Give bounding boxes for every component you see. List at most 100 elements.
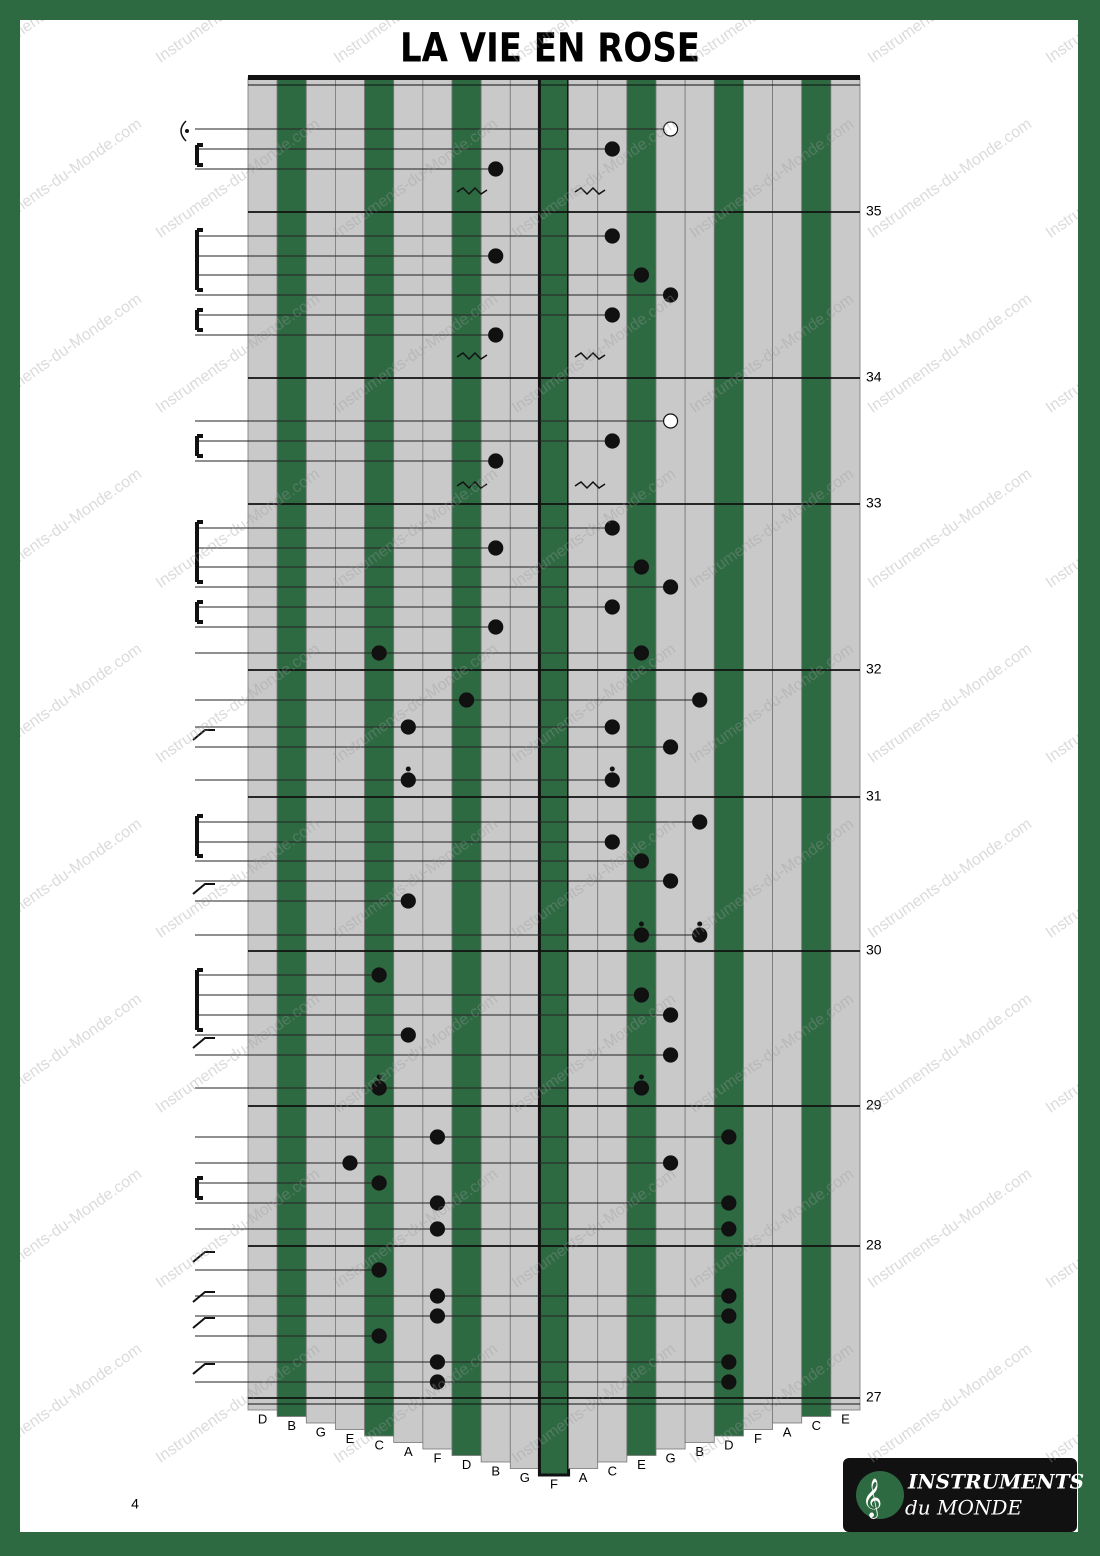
note-dot [376,1074,382,1080]
key-label: E [637,1457,646,1472]
key-label: B [287,1418,296,1433]
note-dot [638,1074,644,1080]
logo-clef: 𝄞 [862,1478,882,1519]
note [721,1288,737,1304]
tine [480,77,511,1463]
rhythm-bracket [195,968,203,1032]
tine [801,77,832,1417]
key-label: F [754,1431,762,1446]
rhythm-flag [192,1363,215,1375]
key-label: A [579,1470,588,1485]
note [371,1328,387,1344]
note [692,692,708,708]
note [721,1354,737,1370]
tine [568,77,599,1469]
note [488,619,504,635]
rhythm-bracket [195,814,203,858]
tine [393,77,424,1443]
key-label: D [724,1437,733,1452]
measure-number: 29 [866,1097,882,1113]
rhythm-flag [192,1317,215,1329]
tine [626,77,657,1456]
note [488,161,504,177]
tine [743,77,773,1430]
key-label: C [608,1463,617,1478]
note-dot [697,921,703,927]
tremolo [456,480,488,490]
tine [655,77,686,1450]
title: LA VIE EN ROSE [400,25,700,71]
measure-number: 30 [866,942,882,958]
note [488,327,504,343]
note [429,1195,446,1211]
key-label: B [695,1444,704,1459]
note [429,1129,446,1145]
note [662,121,679,137]
note [400,772,416,788]
note [721,1195,737,1211]
note [458,692,475,708]
tremolo [574,186,606,196]
note [633,987,650,1003]
logo-text: INSTRUMENTS [907,1470,1084,1494]
rhythm-bracket [195,520,203,584]
note [633,927,650,943]
measure-number: 35 [866,203,882,219]
key-label: C [812,1418,821,1433]
note [692,927,708,943]
tine [422,77,453,1450]
tremolo [456,186,488,196]
key-label: G [666,1450,676,1465]
tine [684,77,715,1443]
key-label: A [404,1444,413,1459]
key-label: D [462,1457,471,1472]
note [400,719,416,735]
note [429,1308,446,1324]
note [662,413,679,429]
tremolo [456,351,488,361]
note [604,834,620,850]
note [721,1129,737,1145]
note [371,967,387,983]
note [604,599,620,615]
note [721,1374,737,1390]
note-dot [609,766,615,772]
key-label: D [258,1411,267,1426]
note-dot [638,921,644,927]
logo-globe [856,1471,904,1519]
note [662,1047,679,1063]
note [604,307,620,323]
rhythm-flag [192,1037,215,1049]
note [429,1288,446,1304]
measure-number: 28 [866,1237,882,1253]
key-label: C [374,1437,383,1452]
note [604,433,620,449]
note [429,1374,446,1390]
note [371,645,387,661]
note [604,719,620,735]
note [633,559,650,575]
key-label: F [550,1476,558,1491]
tine [364,77,395,1437]
tine [451,77,482,1456]
note [488,248,504,264]
fermata-arc [180,120,187,142]
key-label: F [433,1450,441,1465]
note [604,772,620,788]
note [604,141,620,157]
key-label: E [841,1411,850,1426]
rhythm-flag [192,729,215,741]
logo-box [843,1458,1077,1532]
tine [335,77,365,1430]
note [662,1007,679,1023]
note [633,645,650,661]
rhythm-bracket [195,600,203,624]
note [488,453,504,469]
rhythm-bracket [195,1176,203,1200]
tremolo [574,351,606,361]
measure-number: 33 [866,495,882,511]
note [488,540,504,556]
logo: 𝄞 INSTRUMENTS du MONDE [843,1458,1084,1532]
note [429,1221,446,1237]
